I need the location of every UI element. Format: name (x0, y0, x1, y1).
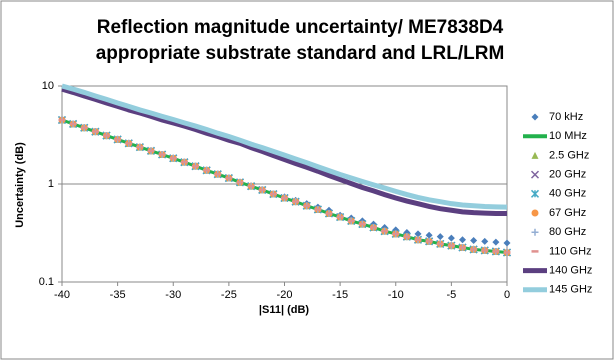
legend-label: 110 GHz (549, 245, 592, 257)
legend-swatch (530, 170, 540, 179)
series-line (61, 83, 508, 210)
legend-swatch (531, 209, 539, 217)
legend-label: 40 GHz (549, 188, 586, 200)
x-tick-label: -5 (446, 289, 456, 301)
x-tick-label: -10 (388, 289, 404, 301)
x-axis-title: |S11| (dB) (259, 304, 310, 316)
y-tick-label: 1 (48, 178, 54, 190)
legend-label: 67 GHz (549, 207, 586, 219)
marker (481, 237, 489, 245)
legend-label: 145 GHz (549, 284, 592, 296)
legend-swatch (531, 113, 539, 121)
legend-swatch (531, 151, 539, 159)
marker (459, 236, 466, 244)
legend-label: 2.5 GHz (549, 149, 589, 161)
legend-swatch (530, 189, 540, 198)
x-tick-label: -40 (54, 289, 70, 301)
marker (470, 237, 478, 245)
x-tick-label: 0 (504, 289, 510, 301)
marker (492, 238, 500, 246)
marker (436, 233, 444, 241)
x-tick-label: -20 (277, 289, 293, 301)
series-line (61, 86, 507, 217)
legend-label: 80 GHz (549, 226, 586, 238)
y-axis-title: Uncertainty (dB) (14, 142, 26, 228)
marker (503, 239, 511, 247)
x-tick-label: -30 (165, 289, 181, 301)
legend-label: 10 MHz (549, 130, 587, 142)
legend-label: 20 GHz (549, 169, 586, 181)
chart-title: appropriate substrate standard and LRL/L… (96, 43, 505, 64)
x-tick-label: -35 (110, 289, 126, 301)
chart-title: Reflection magnitude uncertainty/ ME7838… (97, 17, 504, 38)
x-tick-label: -25 (221, 289, 237, 301)
legend-label: 140 GHz (549, 265, 592, 277)
marker (414, 230, 422, 238)
y-tick-label: 10 (42, 80, 54, 92)
legend-swatch (531, 228, 539, 236)
x-tick-label: -15 (332, 289, 348, 301)
marker (447, 234, 455, 242)
marker (425, 231, 433, 239)
legend-label: 70 kHz (549, 111, 583, 123)
y-tick-label: 0.1 (39, 276, 54, 288)
